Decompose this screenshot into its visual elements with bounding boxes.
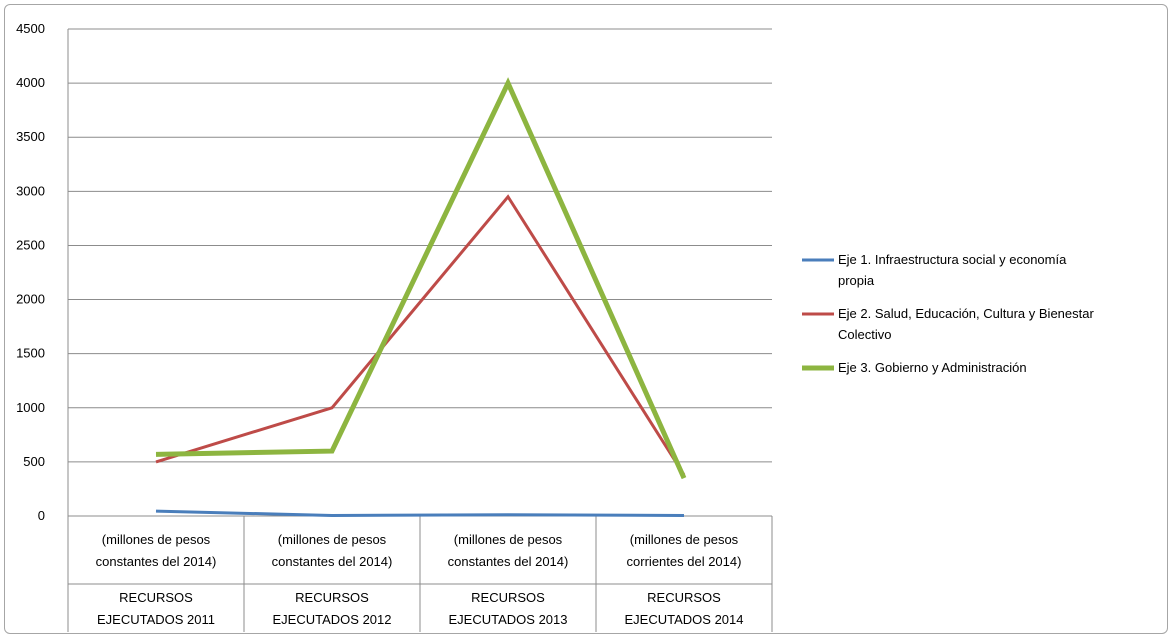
x-group-label: EJECUTADOS 2012 [273, 612, 392, 627]
y-tick-label: 0 [38, 508, 45, 523]
x-category-label: corrientes del 2014) [627, 554, 742, 569]
legend-label-eje-1: Eje 1. Infraestructura social y economía [838, 252, 1067, 267]
legend-label-eje-1: propia [838, 273, 875, 288]
legend-label-eje-3: Eje 3. Gobierno y Administración [838, 360, 1027, 375]
x-group-label: EJECUTADOS 2011 [97, 612, 215, 627]
y-tick-label: 1000 [16, 400, 45, 415]
y-tick-label: 2500 [16, 237, 45, 252]
legend-label-eje-2: Colectivo [838, 327, 891, 342]
y-tick-label: 3000 [16, 183, 45, 198]
series-line-eje-2 [155, 194, 686, 476]
series-line-eje-3 [155, 77, 687, 480]
x-category-label: constantes del 2014) [96, 554, 217, 569]
x-category-label: (millones de pesos [102, 532, 211, 547]
y-tick-label: 2000 [16, 292, 45, 307]
x-category-label: (millones de pesos [278, 532, 387, 547]
y-tick-label: 1500 [16, 346, 45, 361]
y-tick-label: 4000 [16, 75, 45, 90]
x-group-label: RECURSOS [295, 590, 369, 605]
x-category-label: constantes del 2014) [448, 554, 569, 569]
x-category-label: constantes del 2014) [272, 554, 393, 569]
series-line-eje-1 [155, 509, 685, 517]
x-group-label: RECURSOS [119, 590, 193, 605]
y-tick-label: 500 [23, 454, 45, 469]
x-category-label: (millones de pesos [454, 532, 563, 547]
x-group-label: EJECUTADOS 2013 [449, 612, 568, 627]
x-group-label: RECURSOS [471, 590, 545, 605]
y-tick-label: 3500 [16, 129, 45, 144]
x-group-label: RECURSOS [647, 590, 721, 605]
y-tick-label: 4500 [16, 21, 45, 36]
x-category-label: (millones de pesos [630, 532, 739, 547]
legend-label-eje-2: Eje 2. Salud, Educación, Cultura y Biene… [838, 306, 1094, 321]
x-group-label: EJECUTADOS 2014 [625, 612, 744, 627]
